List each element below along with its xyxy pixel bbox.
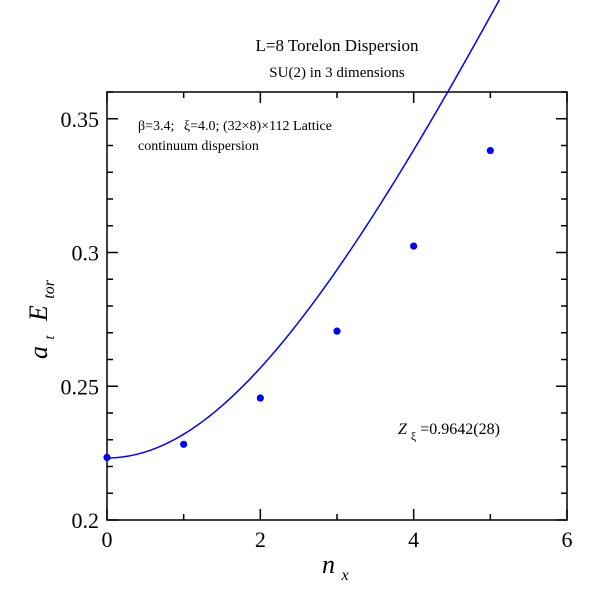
params-xi: ξ=4.0; [184,119,220,134]
x-axis-label-main: n [322,550,335,579]
data-points [103,146,494,462]
y-tick-label: 0.2 [72,508,100,533]
x-tick-label: 4 [408,527,419,552]
x-axis-tick-labels: 0 2 4 6 [102,527,573,552]
data-point [256,394,264,402]
data-point [333,327,341,335]
y-tick-label: 0.3 [72,241,100,266]
zxi-annotation: Z ξ =0.9642(28) [398,421,500,444]
y-tick-label: 0.35 [61,107,100,132]
zxi-value: =0.9642(28) [420,421,500,438]
y-axis-label-pre: a [24,346,53,359]
data-point [180,440,188,448]
x-axis-label: n x [322,550,349,584]
chart-title: L=8 Torelon Dispersion [256,36,419,55]
y-tick-label: 0.25 [61,374,100,399]
params-annotation-line2: continuum dispersion [138,139,259,154]
y-axis-label-main: E [24,305,53,322]
params-annotation: β=3.4; ξ=4.0; (32×8)×112 Lattice [138,119,332,134]
y-axis-label: a t E tor [24,279,60,359]
zxi-sub: ξ [411,429,417,443]
data-point [486,146,494,155]
y-axis-label-sub: tor [41,279,58,298]
y-axis-tick-labels: 0.2 0.25 0.3 0.35 [61,107,100,533]
y-axis-ticks [107,91,567,521]
fit-curve [106,0,501,459]
params-beta: β=3.4; [138,119,174,134]
x-axis-label-sub: x [341,567,349,584]
x-tick-label: 0 [102,527,113,552]
data-point [103,453,111,462]
x-tick-label: 2 [255,527,266,552]
chart-subtitle: SU(2) in 3 dimensions [269,65,405,81]
params-lattice: (32×8)×112 Lattice [223,119,332,134]
data-point [410,242,418,250]
x-axis-ticks [106,92,568,520]
y-axis-label-pre-sub: t [43,335,58,340]
x-tick-label: 6 [562,527,573,552]
plot-frame [106,91,568,521]
zxi-main: Z [398,421,408,438]
